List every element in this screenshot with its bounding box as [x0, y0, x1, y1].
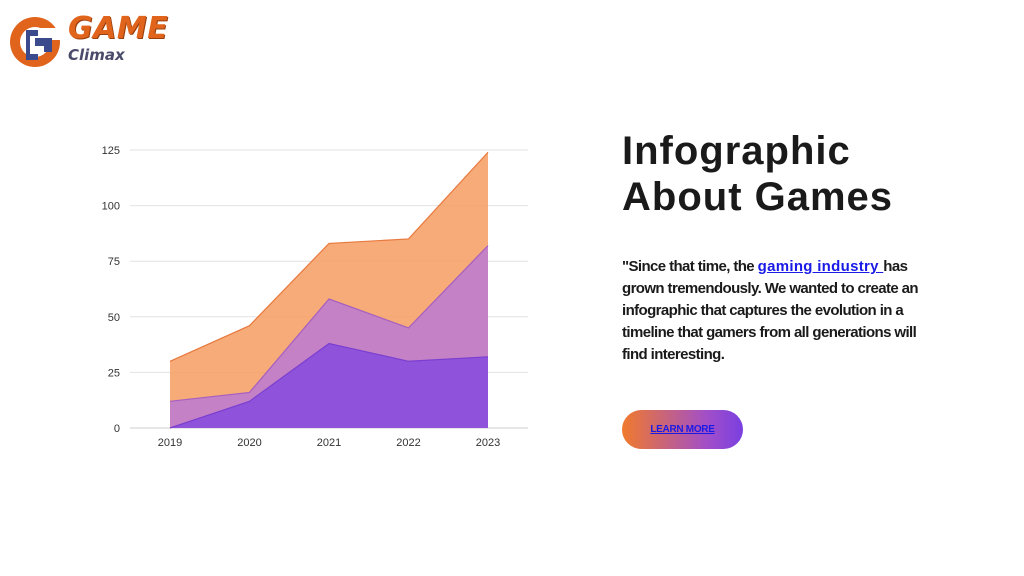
y-tick-label: 100 — [102, 201, 120, 213]
x-tick-label: 2023 — [476, 437, 500, 449]
learn-more-label: LEARN MORE — [650, 424, 715, 435]
learn-more-button[interactable]: LEARN MORE — [622, 410, 743, 449]
quote-text-after: has grown tremendously. We wanted to cre… — [622, 258, 919, 363]
y-tick-label: 125 — [102, 145, 120, 157]
game-climax-logo[interactable]: GAME Climax — [8, 12, 178, 72]
area-series-3 — [170, 343, 488, 428]
series-line-1 — [169, 151, 489, 362]
logo-wordmark: GAME — [68, 11, 169, 46]
y-tick-label: 75 — [108, 256, 120, 268]
series-line-2 — [169, 245, 489, 402]
x-tick-label: 2020 — [237, 437, 261, 449]
x-tick-label: 2021 — [317, 437, 341, 449]
game-logo-icon — [10, 17, 63, 67]
intro-quote: "Since that time, the gaming industry ha… — [622, 256, 942, 366]
gaming-industry-link[interactable]: gaming industry — [757, 258, 884, 275]
series-line-3 — [169, 342, 489, 429]
y-tick-label: 25 — [108, 367, 120, 379]
x-tick-label: 2019 — [158, 437, 182, 449]
title-line-2: About Games — [622, 175, 894, 219]
y-tick-label: 0 — [114, 423, 120, 435]
area-chart: 0 25 50 75 100 125 2019 2020 2021 2022 2023 — [90, 138, 540, 458]
y-tick-label: 50 — [108, 312, 120, 324]
page-title: Infographic About Games — [622, 128, 1002, 220]
logo-subword: Climax — [68, 46, 125, 64]
chart-canvas: 0 25 50 75 100 125 2019 2020 2021 2022 2023 — [102, 145, 528, 449]
x-tick-label: 2022 — [396, 437, 420, 449]
quote-text-before: "Since that time, the — [622, 258, 758, 275]
title-line-1: Infographic — [622, 129, 851, 173]
